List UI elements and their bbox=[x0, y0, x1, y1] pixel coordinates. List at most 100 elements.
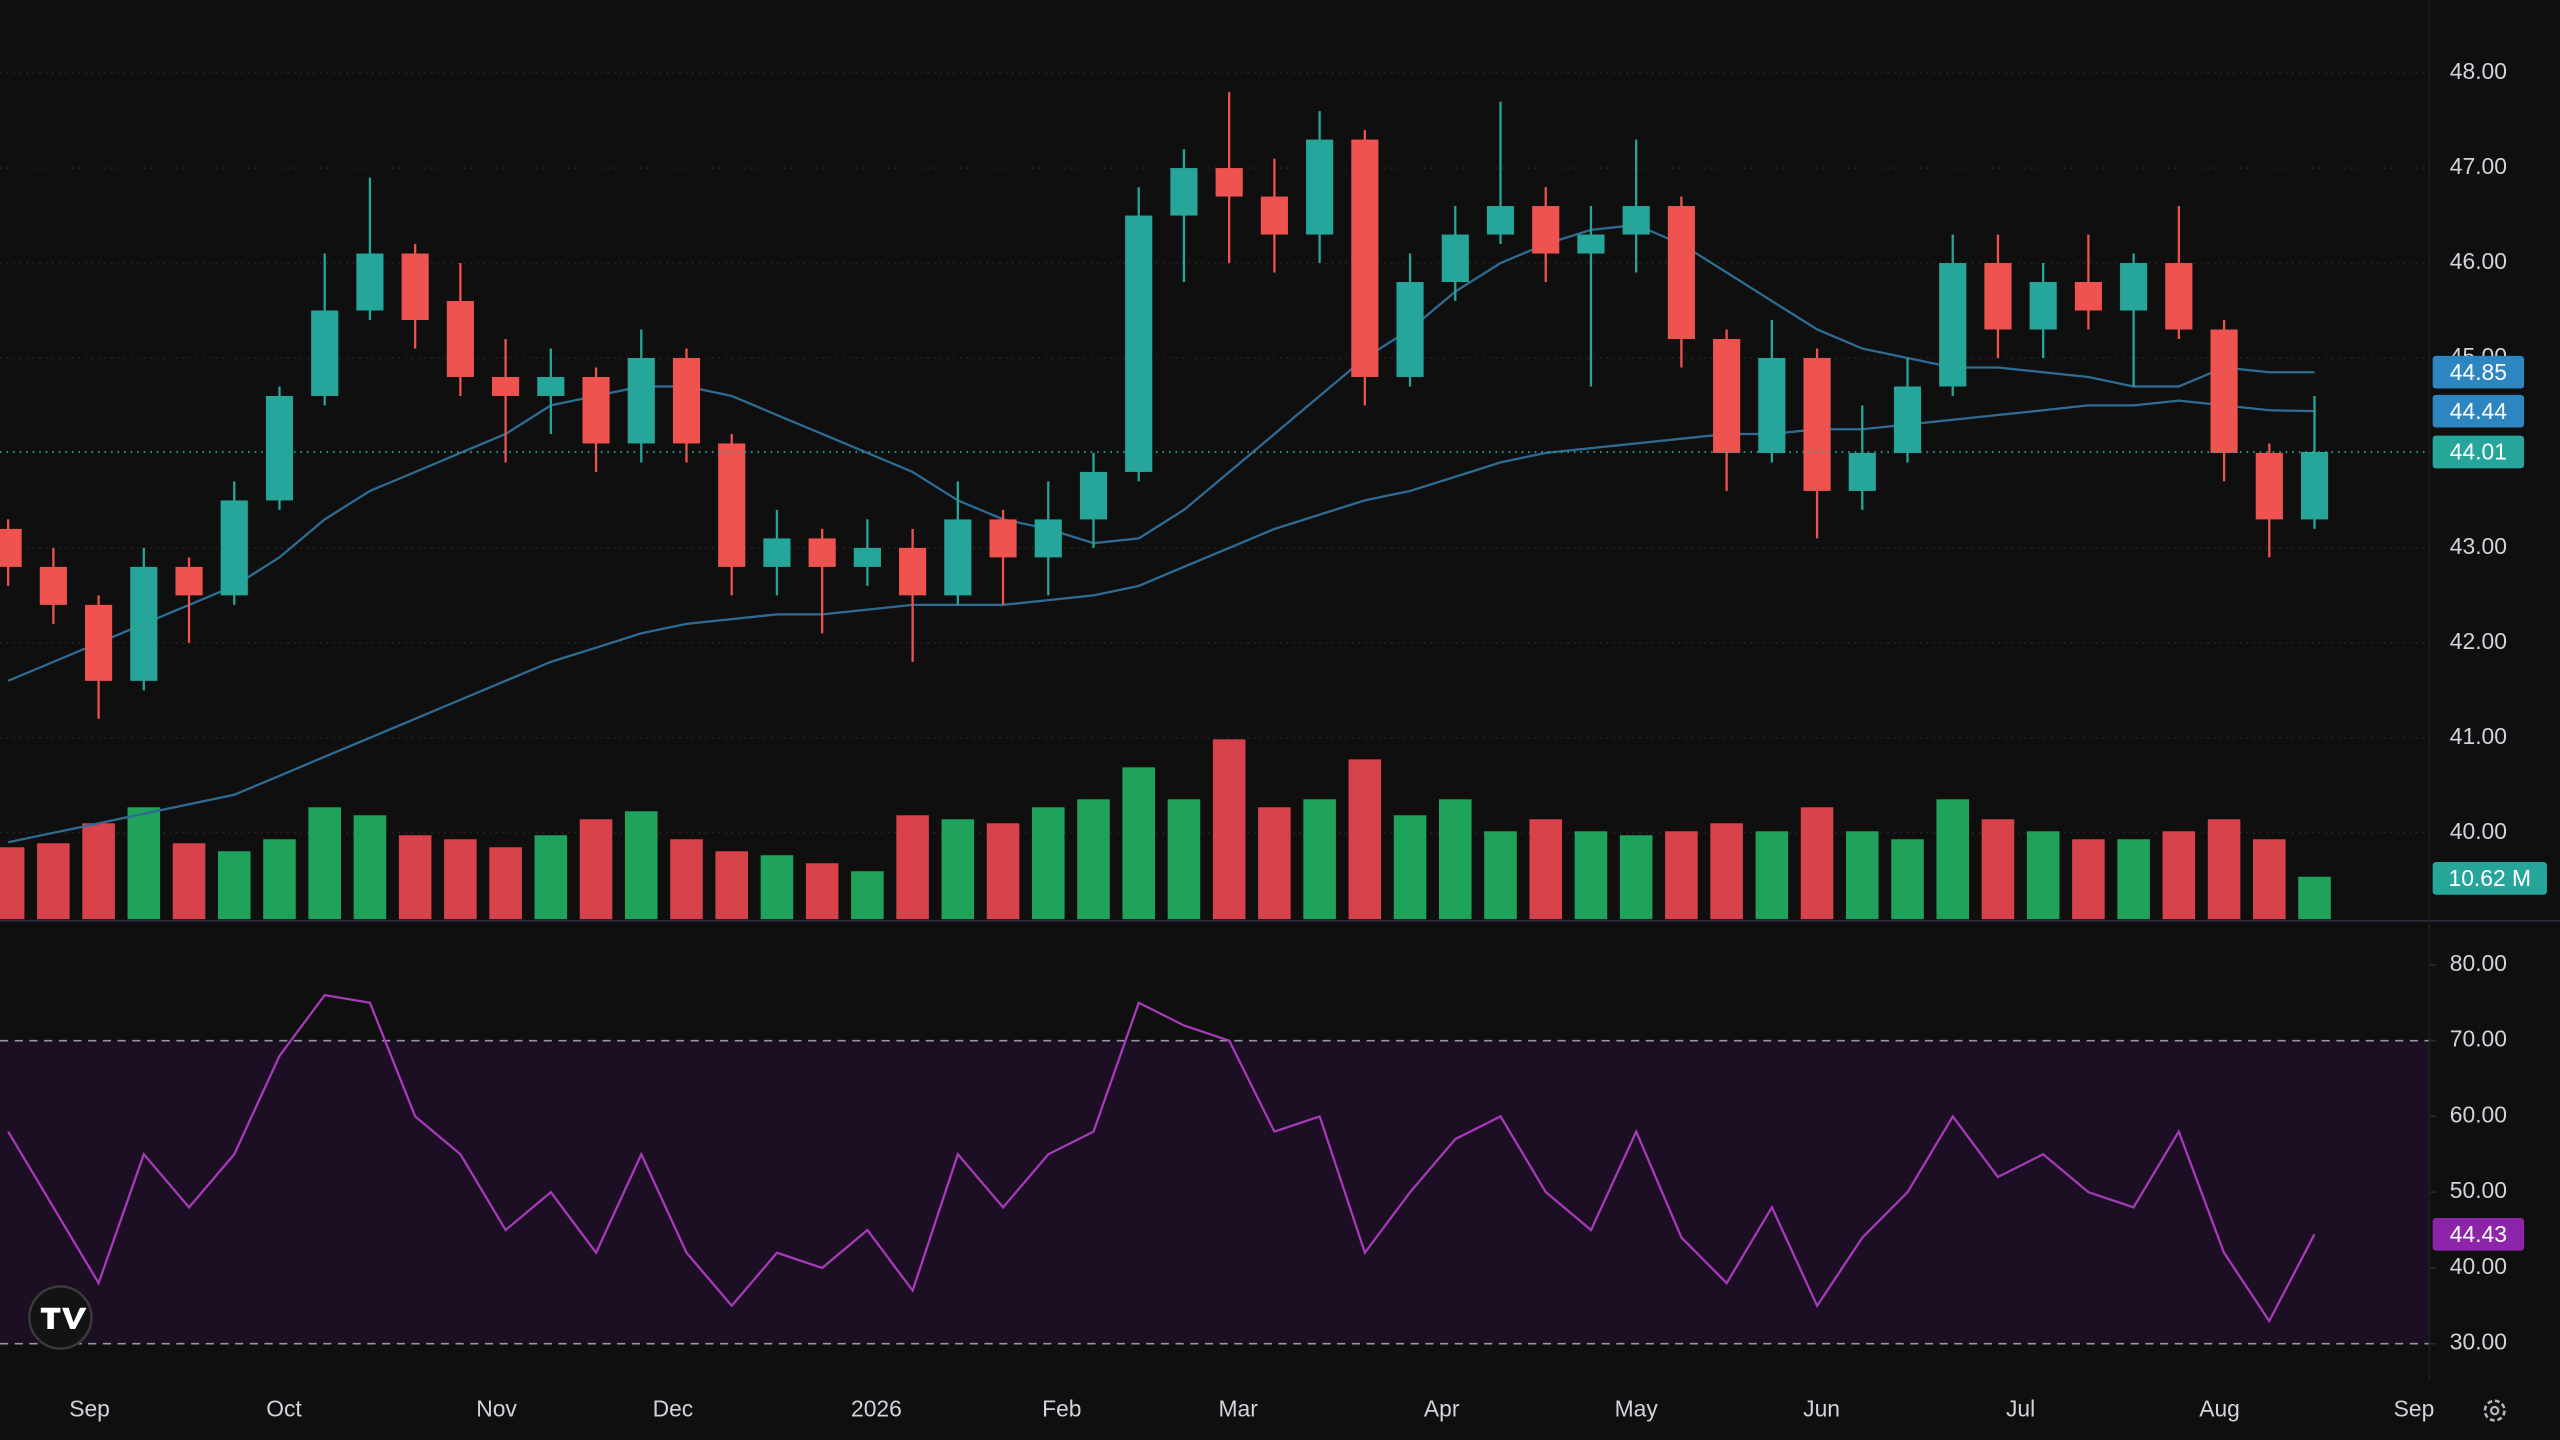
candle-body bbox=[672, 357, 701, 444]
volume-bar bbox=[1484, 831, 1517, 920]
volume-bar bbox=[670, 839, 703, 920]
candle-body bbox=[2029, 282, 2057, 330]
settings-gear[interactable] bbox=[2483, 1399, 2506, 1422]
volume-bar bbox=[2162, 831, 2196, 920]
y-tick-label: 46.00 bbox=[2450, 248, 2507, 274]
candle-body bbox=[2165, 263, 2193, 330]
candle-body bbox=[1215, 168, 1243, 197]
candle-body bbox=[944, 519, 972, 596]
logo-badge[interactable] bbox=[28, 1285, 93, 1350]
y-tick-label: 30.00 bbox=[2450, 1329, 2507, 1355]
plot-layer: 40.0041.0042.0043.0044.0045.0046.0047.00… bbox=[0, 58, 2547, 1422]
candle-body bbox=[39, 566, 67, 605]
volume-bar bbox=[1710, 823, 1743, 920]
volume-bar bbox=[805, 863, 839, 920]
candle-body bbox=[853, 547, 881, 567]
volume-bar bbox=[1574, 831, 1608, 920]
volume-bar bbox=[0, 847, 25, 920]
candle-body bbox=[1577, 234, 1605, 254]
candle-body bbox=[1306, 139, 1334, 235]
candle-body bbox=[2120, 263, 2148, 311]
x-tick-label: Sep bbox=[69, 1396, 110, 1422]
volume-bar bbox=[398, 835, 432, 920]
price-tag-label: 44.43 bbox=[2450, 1221, 2507, 1247]
candle-body bbox=[2074, 282, 2102, 311]
rsi-line bbox=[7, 993, 2316, 1324]
x-tick-label: 2026 bbox=[851, 1396, 902, 1422]
logo[interactable] bbox=[28, 1285, 93, 1350]
candle-body bbox=[311, 310, 339, 396]
volume-bar bbox=[263, 839, 296, 920]
volume-bar bbox=[2072, 839, 2105, 920]
volume-bar bbox=[2207, 819, 2241, 920]
volume-bar bbox=[1212, 739, 1246, 920]
volume-bar bbox=[489, 847, 522, 920]
candle-body bbox=[492, 376, 520, 396]
x-tick-label: Apr bbox=[1424, 1396, 1460, 1422]
y-tick-label: 48.00 bbox=[2450, 58, 2507, 84]
candle-body bbox=[899, 547, 927, 596]
candle-body bbox=[1125, 215, 1153, 472]
candle-body bbox=[1667, 206, 1695, 339]
candle-body bbox=[130, 566, 158, 681]
volume-tag-box bbox=[2432, 862, 2547, 895]
candle-body bbox=[627, 357, 655, 444]
candle-body bbox=[1758, 357, 1786, 453]
volume-bar bbox=[308, 807, 341, 920]
settings-gear-hub bbox=[2489, 1405, 2500, 1416]
volume-bar bbox=[986, 823, 1020, 920]
candle-body bbox=[220, 500, 248, 596]
volume-bar bbox=[1077, 799, 1110, 920]
x-tick-label: Jul bbox=[2006, 1396, 2035, 1422]
candle-body bbox=[1622, 206, 1650, 235]
x-tick-label: Dec bbox=[653, 1396, 694, 1422]
candle-body bbox=[85, 604, 113, 681]
price-tag-label: 44.44 bbox=[2450, 398, 2507, 424]
volume-bar bbox=[1031, 807, 1065, 920]
candle-body bbox=[1170, 168, 1198, 216]
volume-tag-label: 10.62 M bbox=[2449, 865, 2532, 891]
volume-bar bbox=[579, 819, 613, 920]
volume-bar bbox=[1122, 767, 1155, 920]
price-tag-box bbox=[2432, 435, 2525, 469]
volume-bar bbox=[82, 823, 115, 920]
moving-average-line bbox=[7, 223, 2315, 682]
volume-bar bbox=[1439, 799, 1472, 920]
volume-bar bbox=[1529, 819, 1563, 920]
volume-bar bbox=[2117, 839, 2150, 920]
y-tick-label: 50.00 bbox=[2450, 1177, 2507, 1203]
candle-body bbox=[582, 376, 610, 444]
candle-body bbox=[1984, 263, 2012, 330]
candle-body bbox=[989, 519, 1017, 558]
candle-body bbox=[718, 443, 746, 567]
volume-bar bbox=[444, 839, 477, 920]
candle-body bbox=[0, 528, 22, 567]
candle-body bbox=[1486, 206, 1515, 235]
volume-bar bbox=[941, 819, 975, 920]
candle-body bbox=[1260, 196, 1288, 235]
candle-body bbox=[2255, 452, 2283, 520]
volume-bar bbox=[1167, 799, 1201, 920]
settings-button[interactable] bbox=[2483, 1399, 2506, 1422]
volume-bar bbox=[1258, 807, 1291, 920]
x-tick-label: Feb bbox=[1042, 1396, 1081, 1422]
y-tick-label: 40.00 bbox=[2450, 1253, 2507, 1279]
candle-body bbox=[1034, 519, 1062, 558]
x-tick-label: Mar bbox=[1219, 1396, 1259, 1422]
volume-bar bbox=[715, 851, 748, 920]
price-tag: 44.85 bbox=[2432, 355, 2525, 389]
logo-mark bbox=[40, 1307, 87, 1329]
y-tick-label: 47.00 bbox=[2450, 153, 2507, 179]
volume-bar bbox=[624, 811, 658, 920]
volume-bar bbox=[1303, 799, 1336, 920]
x-tick-label: Oct bbox=[266, 1396, 302, 1422]
y-tick-label: 80.00 bbox=[2450, 950, 2507, 976]
candle-body bbox=[763, 538, 791, 567]
price-tag-box bbox=[2432, 394, 2525, 428]
candle-body bbox=[1803, 357, 1831, 491]
price-tag-box bbox=[2432, 355, 2525, 389]
volume-bar bbox=[1936, 799, 1970, 920]
volume-bar bbox=[1755, 831, 1789, 920]
